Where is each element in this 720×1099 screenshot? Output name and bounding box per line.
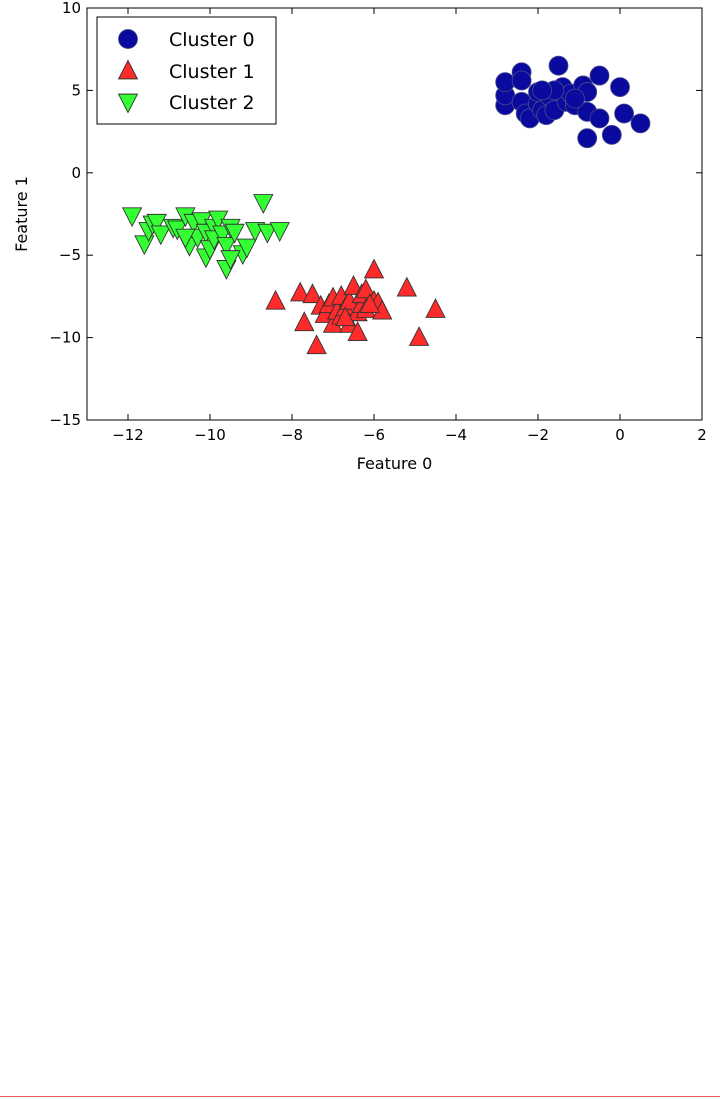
plot-marks [121,55,651,355]
cluster-1-point [363,258,385,279]
legend-marker-triangle-down [117,93,139,114]
cluster-1-point [396,276,417,297]
cluster-0-point [548,55,569,76]
cluster-0-point [565,88,585,109]
x-tick-label: 0 [615,426,625,444]
y-axis-label: Feature 1 [12,176,31,252]
cluster-2-point [253,194,274,214]
x-tick-label: 2 [697,426,707,444]
cluster-1-point [359,293,381,313]
x-tick-label: −8 [281,426,303,444]
cluster-2-point [216,236,237,257]
cluster-0-point [610,77,630,98]
legend-marker-1 [117,59,139,80]
plot-frame [86,7,703,421]
y-tick-label: 5 [71,81,81,99]
legend-item-cluster-0: Cluster 0 [118,29,255,51]
cluster-2-point [175,228,196,249]
cluster-0-point [589,65,610,86]
legend-label-0: Cluster 0 [169,29,255,51]
legend-marker-circle [118,29,138,49]
cluster-2-point [224,223,245,244]
cluster-1-point [265,289,286,310]
legend-item-cluster-1: Cluster 1 [117,59,255,83]
legend-marker-2 [117,93,139,114]
cluster-2-point [257,223,278,244]
legend-marker-0 [118,29,138,49]
y-tick-label: 0 [71,164,81,182]
cluster-2-point [146,213,167,234]
x-tick-label: −10 [194,426,226,444]
legend-label-2: Cluster 2 [169,92,255,114]
cluster-0-point [601,124,622,145]
cluster-0-point [511,70,532,91]
y-axis-ticks: −15 −10 −5 0 5 10 [49,0,702,429]
cluster-1-point [408,326,430,346]
cluster-2-point [236,238,258,259]
cluster-1-point [347,321,368,341]
y-tick-label: −5 [59,246,81,264]
x-tick-label: −6 [363,426,385,444]
x-tick-label: −2 [527,426,549,444]
legend-marker-triangle-up [117,59,139,80]
cluster-0-point [589,108,610,129]
cluster-1-point [425,298,446,318]
cluster-2-point [269,222,290,242]
cluster-1-point [335,306,356,327]
x-tick-label: −4 [445,426,467,444]
cluster-1-point [306,334,327,355]
cluster-1-point [302,283,323,304]
y-tick-label: 10 [62,0,81,17]
cluster-1-point [355,278,376,299]
cluster-2-point [134,235,155,256]
y-tick-label: −10 [49,329,81,347]
cluster-0-point [577,128,598,149]
x-tick-label: −12 [112,426,144,444]
cluster-1-point [294,311,315,332]
legend-label-1: Cluster 1 [169,61,255,83]
cluster-0-point [614,103,634,124]
cluster-0-point [532,80,552,101]
cluster-2-point [150,225,171,246]
page-bottom-rule [0,1096,720,1097]
cluster-2-point [121,207,143,228]
cluster-0-point [630,113,651,134]
x-axis-label: Feature 0 [357,454,433,473]
legend-item-cluster-2: Cluster 2 [117,92,255,114]
cluster-1-point [290,281,311,302]
cluster-2-point [220,250,241,270]
legend: Cluster 0 Cluster 1 Cluster 2 [96,16,277,125]
y-tick-label: −15 [49,411,81,429]
cluster-1-point [343,275,364,295]
x-axis-ticks: −12 −10 −8 −6 −4 −2 0 2 [112,8,707,444]
